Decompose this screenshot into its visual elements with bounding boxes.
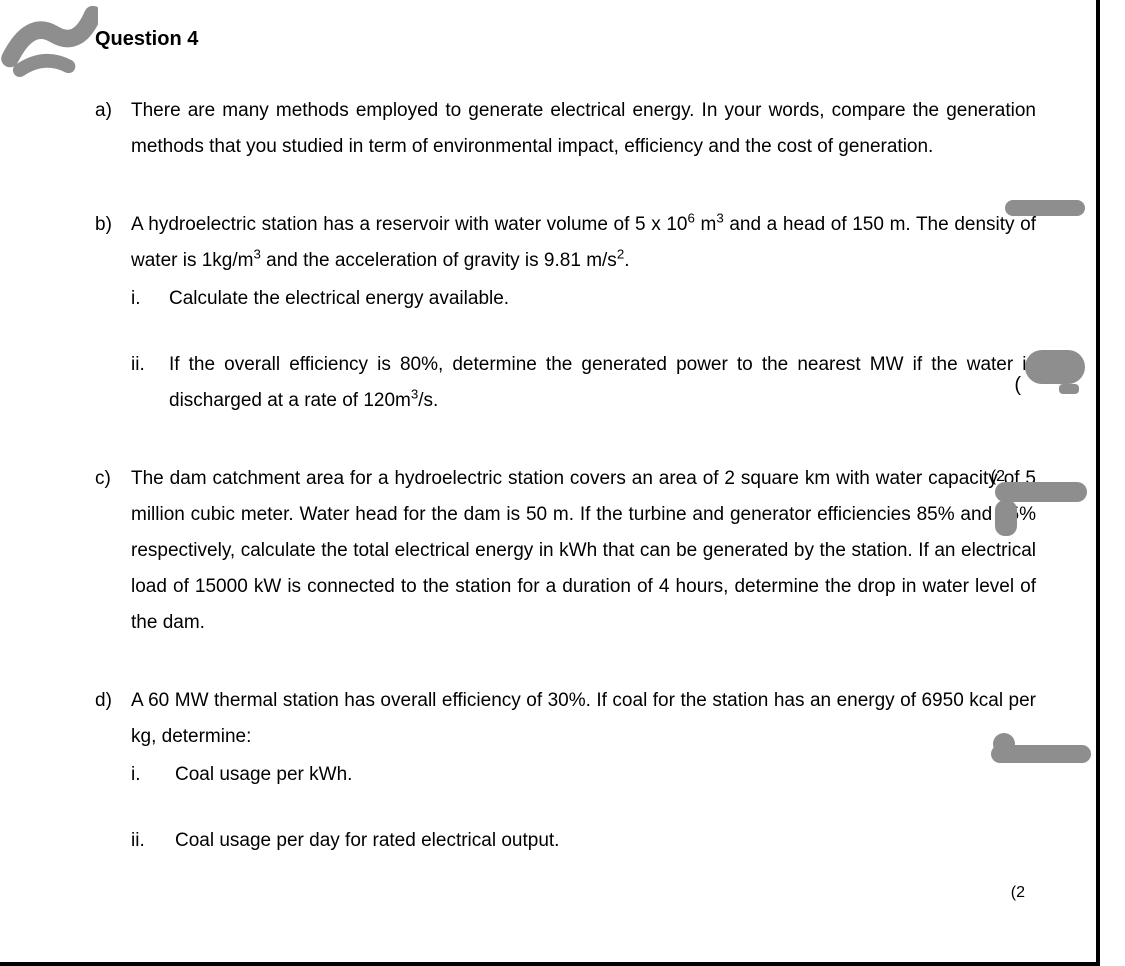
part-c-label: c) (95, 461, 131, 641)
d-i-text: Coal usage per kWh. (175, 757, 1036, 793)
redaction-mark (995, 500, 1017, 536)
b-ii-pre: If the overall efficiency is 80%, determ… (169, 354, 1036, 411)
question-page: Question 4 a) There are many methods emp… (0, 0, 1100, 966)
part-b-i: i. Calculate the electrical energy avail… (131, 281, 1036, 317)
b-end: . (624, 250, 629, 271)
part-c-text: The dam catchment area for a hydroelectr… (131, 461, 1036, 641)
part-d-intro: A 60 MW thermal station has overall effi… (131, 690, 1036, 747)
redaction-mark (1059, 384, 1079, 394)
b-exp1: 6 (687, 211, 694, 226)
b-i-text: Calculate the electrical energy availabl… (169, 281, 1036, 317)
b-ii-label: ii. (131, 347, 169, 419)
redaction-mark (1005, 200, 1085, 216)
b-mid1: m (695, 214, 716, 235)
stray-paren: ( (1014, 374, 1021, 397)
part-d-ii: ii. Coal usage per day for rated electri… (131, 823, 1036, 859)
part-b-ii: ii. If the overall efficiency is 80%, de… (131, 347, 1036, 419)
b-exp2: 3 (716, 211, 723, 226)
part-c: c) The dam catchment area for a hydroele… (95, 461, 1036, 641)
stray-text: (2 (1011, 884, 1025, 902)
b-i-label: i. (131, 281, 169, 317)
b-exp3: 3 (253, 247, 260, 262)
part-d-label: d) (95, 683, 131, 859)
part-d-body: A 60 MW thermal station has overall effi… (131, 683, 1036, 859)
part-d-i: i. Coal usage per kWh. (131, 757, 1036, 793)
part-b-body: A hydroelectric station has a reservoir … (131, 207, 1036, 419)
d-ii-text: Coal usage per day for rated electrical … (175, 823, 1036, 859)
b-ii-text: If the overall efficiency is 80%, determ… (169, 347, 1036, 419)
part-b-label: b) (95, 207, 131, 419)
redaction-mark (995, 482, 1087, 502)
redaction-mark (993, 733, 1015, 755)
b-mid3: and the acceleration of gravity is 9.81 … (261, 250, 617, 271)
part-a: a) There are many methods employed to ge… (95, 93, 1036, 165)
part-d: d) A 60 MW thermal station has overall e… (95, 683, 1036, 859)
b-ii-end: /s. (418, 390, 438, 411)
b-intro-pre: A hydroelectric station has a reservoir … (131, 214, 687, 235)
part-b: b) A hydroelectric station has a reservo… (95, 207, 1036, 419)
part-b-intro: A hydroelectric station has a reservoir … (131, 214, 1036, 271)
d-ii-label: ii. (131, 823, 175, 859)
question-title: Question 4 (95, 28, 1036, 51)
part-a-label: a) (95, 93, 131, 165)
part-a-text: There are many methods employed to gener… (131, 93, 1036, 165)
d-i-label: i. (131, 757, 175, 793)
redaction-mark (1025, 350, 1085, 384)
